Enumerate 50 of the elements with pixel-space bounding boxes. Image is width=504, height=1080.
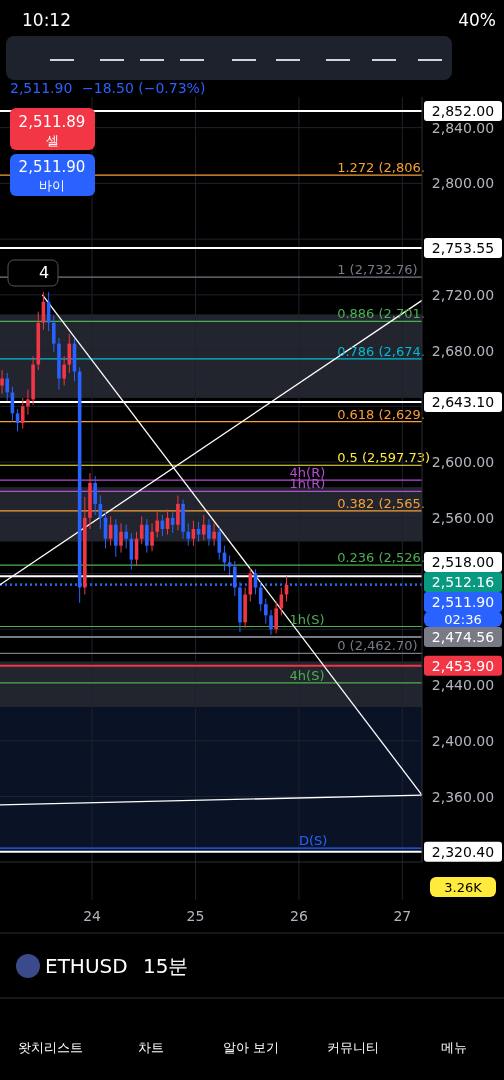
y-tick-label: 2,560.00 bbox=[431, 509, 495, 526]
x-tick-label: 25 bbox=[186, 908, 205, 924]
x-tick-label: 24 bbox=[83, 908, 102, 924]
annotation: 바이 bbox=[39, 178, 65, 193]
y-tick-label: 2,440.00 bbox=[431, 677, 495, 694]
annotation: 0.618 (2,629. bbox=[337, 406, 425, 422]
text: 10:12 bbox=[22, 10, 71, 30]
text: 02:36 bbox=[444, 612, 482, 627]
text: 왓치리스트 bbox=[17, 1040, 83, 1055]
ref-line-label: 2,852.00 bbox=[431, 102, 495, 119]
text: 차트 bbox=[138, 1040, 164, 1055]
x-tick-label: 26 bbox=[290, 908, 308, 924]
annotation: 셀 bbox=[45, 133, 59, 148]
text: ETHUSD bbox=[45, 954, 128, 978]
y-tick-label: 2,680.00 bbox=[431, 342, 495, 359]
annotation: 0 (2,462.70) bbox=[337, 638, 418, 654]
y-tick-label: 2,840.00 bbox=[431, 119, 495, 136]
ref-line-label: 2,453.90 bbox=[431, 657, 495, 674]
y-tick-label: 2,400.00 bbox=[431, 732, 495, 749]
text: 커뮤니티 bbox=[327, 1040, 379, 1055]
text: 알아 보기 bbox=[222, 1040, 280, 1055]
y-tick-label: 2,800.00 bbox=[431, 175, 495, 192]
ref-line-label: 2,511.90 bbox=[431, 593, 495, 610]
annotation: 4h(S) bbox=[289, 667, 325, 683]
annotation: 2,511.90 bbox=[18, 158, 86, 176]
y-tick-label: 2,720.00 bbox=[431, 286, 495, 303]
ref-line-label: 2,474.56 bbox=[431, 628, 495, 645]
ref-line-label: 2,512.16 bbox=[431, 573, 495, 590]
text: 메뉴 bbox=[441, 1040, 467, 1055]
ref-line-label: 2,518.00 bbox=[431, 553, 495, 570]
ref-line-label: 2,643.10 bbox=[431, 394, 495, 411]
text: 15분 bbox=[143, 954, 189, 978]
ref-line-label: 2,320.40 bbox=[431, 843, 495, 860]
text: −18.50 (−0.73%) bbox=[82, 80, 206, 96]
annotation: 1h(S) bbox=[289, 611, 325, 627]
annotation: 2,511.89 bbox=[18, 113, 86, 131]
text: 2,511.90 bbox=[10, 80, 73, 96]
text: 3.26K bbox=[444, 880, 483, 895]
y-tick-label: 2,360.00 bbox=[431, 788, 495, 805]
annotation: 1 (2,732.76) bbox=[337, 262, 418, 278]
annotation: 4 bbox=[38, 263, 50, 282]
x-tick-label: 27 bbox=[393, 908, 412, 924]
annotation: D(S) bbox=[298, 833, 328, 849]
ref-line-label: 2,753.55 bbox=[431, 240, 495, 257]
text: 40% bbox=[458, 10, 496, 30]
annotation: 0.5 (2,597.73) bbox=[337, 450, 431, 466]
y-tick-label: 2,600.00 bbox=[431, 454, 495, 471]
annotation: 0.382 (2,565. bbox=[337, 495, 425, 511]
annotation: 0.236 (2,526. bbox=[337, 550, 425, 566]
annotation: 1.272 (2,806. bbox=[337, 160, 425, 176]
